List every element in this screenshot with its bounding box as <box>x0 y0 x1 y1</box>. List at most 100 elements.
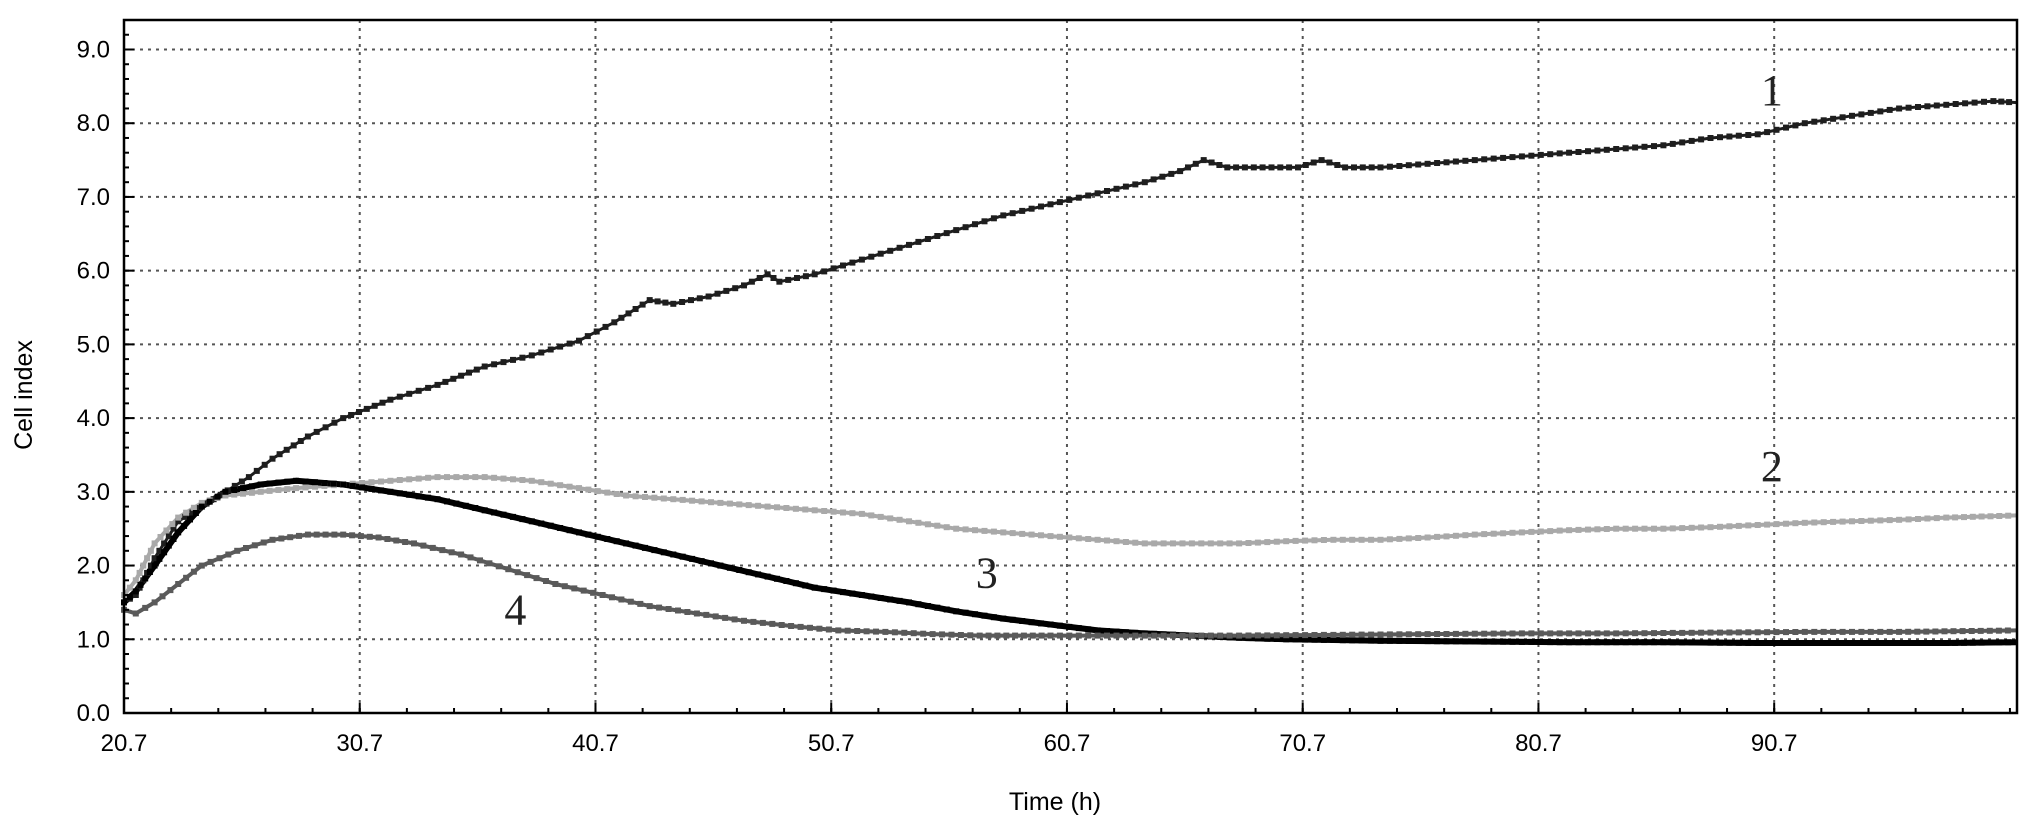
series-1-point <box>396 393 403 400</box>
series-4-point <box>618 596 625 603</box>
series-2-point <box>368 479 375 486</box>
series-3-point <box>1019 618 1026 624</box>
series-2-point <box>387 477 394 484</box>
series-4-point <box>1443 631 1450 637</box>
series-1-point <box>830 265 837 272</box>
series-4-point <box>1481 630 1488 637</box>
series-4-line <box>123 532 2018 638</box>
series-2-point <box>151 540 158 547</box>
series-3-point <box>1330 637 1337 643</box>
series-3-point <box>623 540 630 547</box>
series-3-point <box>1792 640 1799 646</box>
series-3-point <box>1839 640 1846 646</box>
series-3-point <box>1047 621 1054 628</box>
series-3-point <box>896 597 903 604</box>
series-2-point <box>717 499 724 506</box>
series-2-point <box>1028 531 1035 538</box>
series-2-point <box>1867 517 1874 524</box>
series-4-point <box>741 617 747 624</box>
series-1-point <box>1295 164 1301 171</box>
series-3-point <box>1745 639 1752 646</box>
series-3-point <box>547 522 554 529</box>
series-3-point <box>670 551 677 558</box>
series-4-point <box>1179 632 1186 639</box>
series-1-point <box>1877 108 1884 115</box>
series-2-point <box>755 502 762 509</box>
series-3-point <box>444 498 450 505</box>
series-2-point <box>406 476 413 483</box>
series-2-point <box>783 505 790 511</box>
series-4-point <box>402 539 409 545</box>
series-4-point <box>1377 631 1384 638</box>
series-1-point <box>618 314 625 321</box>
series-1-point <box>1028 205 1035 212</box>
series-4-point <box>1236 632 1243 639</box>
series-2-point <box>830 508 837 515</box>
series-2-point <box>1735 522 1742 529</box>
series-1-point <box>714 290 721 297</box>
series-2-point <box>1377 536 1384 543</box>
x-axis-title: Time (h) <box>1009 788 1101 816</box>
series-3-point <box>1905 640 1912 646</box>
series-1-point <box>696 295 703 302</box>
series-2-point <box>1151 540 1158 547</box>
series-3-point <box>198 503 205 510</box>
series-4-point <box>448 549 455 556</box>
series-3-point <box>415 493 422 500</box>
series-markers <box>121 98 2013 646</box>
series-4-point <box>1029 632 1036 639</box>
series-4-point <box>825 626 832 633</box>
series-1-point <box>1481 156 1488 163</box>
series-2-point <box>132 577 139 584</box>
series-2-point <box>915 519 922 526</box>
series-1-point <box>175 518 182 525</box>
series-4-point <box>599 592 606 598</box>
series-annotation-1: 1 <box>1761 66 1783 115</box>
series-4-point <box>429 544 436 551</box>
series-3-point <box>146 569 153 575</box>
series-1-point <box>406 390 413 397</box>
series-2-point <box>1283 538 1290 545</box>
y-axis-title: Cell index <box>10 340 38 450</box>
series-1-point <box>1811 118 1818 125</box>
series-2-point <box>1226 540 1233 547</box>
series-4-point <box>561 583 568 590</box>
series-2-point <box>726 500 733 507</box>
series-4-point <box>910 630 917 637</box>
series-3-point <box>1764 640 1771 646</box>
series-2-point <box>1547 528 1554 535</box>
series-2-point <box>1094 536 1101 543</box>
series-4-point <box>1198 632 1205 639</box>
series-4-point <box>1020 632 1027 639</box>
series-4-point <box>627 598 634 605</box>
series-2-point <box>1764 521 1771 528</box>
series-4-point <box>1566 630 1573 637</box>
series-3-point <box>1009 616 1016 623</box>
series-1-point <box>1735 132 1742 139</box>
series-4-point <box>967 632 974 639</box>
series-4-point <box>1104 632 1110 639</box>
series-4-point <box>1849 628 1855 635</box>
series-3-point <box>1358 637 1365 644</box>
series-4-point <box>731 616 738 623</box>
series-4-point <box>190 568 197 575</box>
series-3-point <box>585 531 592 538</box>
series-3-point <box>406 491 413 498</box>
series-2-point <box>1415 535 1422 541</box>
series-3-point <box>660 549 667 556</box>
series-4-point <box>1941 628 1948 635</box>
series-1-point <box>625 310 632 317</box>
series-2-point <box>222 492 229 499</box>
series-3-point <box>528 518 535 525</box>
series-2-point <box>1773 521 1780 528</box>
series-2-point <box>1462 532 1469 539</box>
series-3-point <box>330 480 337 487</box>
series-3-point <box>425 494 432 501</box>
series-3-point <box>1038 620 1044 627</box>
series-1-point <box>646 297 653 304</box>
series-4-point <box>495 563 502 570</box>
series-4-point <box>665 606 672 612</box>
series-4-point <box>759 619 766 626</box>
y-tick-label: 7.0 <box>77 184 110 211</box>
series-4-point <box>976 632 983 639</box>
